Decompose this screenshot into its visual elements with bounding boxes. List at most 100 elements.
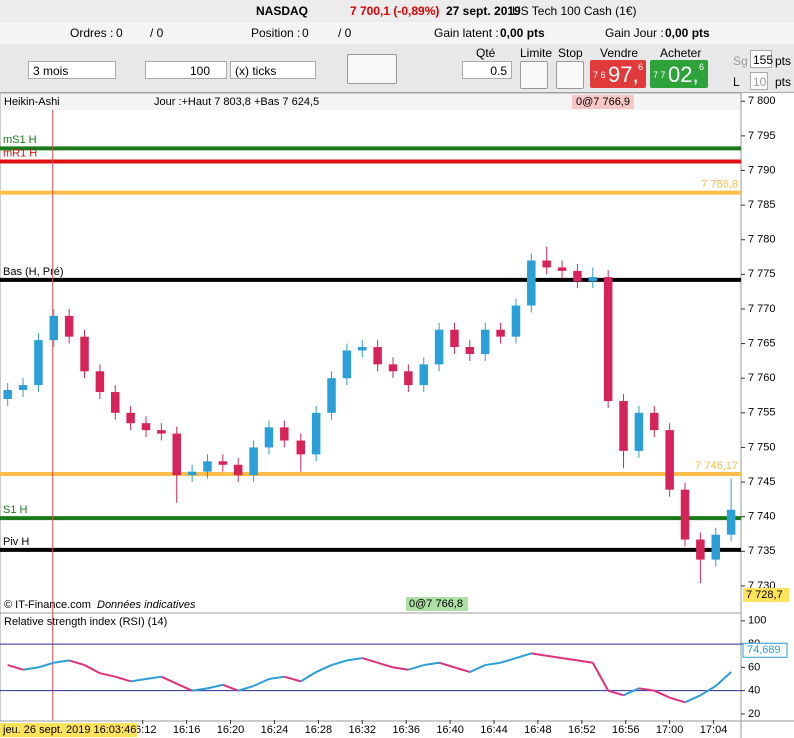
limit-button[interactable] [520,61,548,89]
candle-body [187,471,197,476]
instrument-name: US Tech 100 Cash (1€) [512,4,637,18]
candle-body [634,412,644,451]
x-tick-label: 17:00 [656,724,684,736]
buy-suffix: 6 [699,62,705,72]
candle-body [203,461,212,472]
candle-body [404,371,413,386]
candle-body [95,371,105,393]
candle-body [603,277,613,402]
rsi-segment [423,661,440,667]
source: © IT-Finance.com [4,599,91,611]
rsi-segment [222,683,239,692]
latent-label: Gain latent : [434,26,499,40]
rsi-segment [7,664,24,671]
rsi-segment [515,652,532,660]
sell-button[interactable]: 7 6 97, 6 [590,60,646,88]
unit-select[interactable]: (x) ticks [230,61,316,79]
indicator-button[interactable] [347,54,397,84]
x-tick-label: 16:44 [480,724,508,736]
rsi-segment [684,694,701,704]
sg-input[interactable]: 155 [750,50,774,68]
tag: 0@7 766,8 [409,598,463,610]
stop-button[interactable] [556,61,584,89]
qty-input[interactable]: 0.5 [462,61,512,79]
orders-total: / 0 [150,26,164,40]
stop-label: Stop [558,46,583,60]
day-label: Gain Jour : [605,26,664,40]
candle-body [450,329,459,348]
y-tick-label: 7 760 [748,372,776,384]
x-tick-label: 16:36 [392,724,420,736]
sell-main: 97, [608,62,639,87]
chart-subtitle: Jour :+Haut 7 803,8 +Bas 7 624,5 [154,96,319,108]
level-name: Bas (H, Pré) [3,266,64,278]
level-name: Piv H [3,536,29,548]
candle-body [264,427,274,448]
candle-body [126,412,135,424]
y-tick-label: 7 770 [748,303,776,315]
x-tick-label: 16:24 [261,724,289,736]
plot-frame [0,92,742,614]
candle-body [434,329,444,365]
rsi-segment [607,689,624,697]
level-value: 7 786,8 [701,179,738,191]
candle-body [573,270,582,282]
rsi-segment [191,687,208,692]
chart-title: Heikin-Ashi [4,96,60,108]
rsi-segment [253,678,270,687]
candle-body [111,392,120,413]
candle-body [157,430,166,434]
tag: 0@7 766,9 [576,96,630,108]
l-label: L [733,75,740,89]
candle-body [419,364,428,386]
candle-body [311,412,321,455]
y-tick-label: 7 765 [748,337,776,349]
x-tick-label: 16:56 [612,724,640,736]
l-input[interactable]: 10 [750,72,768,90]
position-total: / 0 [338,26,352,40]
period-select[interactable]: 3 mois [28,61,116,79]
quantity: 100 [189,64,210,78]
candle-body [665,430,674,490]
rsi-segment [699,685,717,697]
rsi-frame [0,612,742,722]
candle-body [619,401,628,451]
rsi-segment [577,659,593,664]
candle-body [650,412,659,431]
sell-label: Vendre [600,46,639,60]
candle-body [373,347,382,365]
orders-label: Ordres : [70,26,114,40]
chart-header [1,94,741,110]
instrument[interactable]: NASDAQ [256,4,309,18]
rsi-segment [176,682,193,692]
rsi-segment [546,654,563,660]
rsi-y-tick-label: 60 [748,661,760,673]
rsi-segment [346,657,363,662]
y-tick-label: 7 745 [748,476,776,488]
x-tick-label: 16:16 [173,724,201,736]
rsi-segment [669,696,686,704]
tag-box [572,95,634,109]
candle-body [557,267,567,271]
sell-suffix: 6 [638,62,644,72]
candle-body [480,329,490,354]
candle-body [280,427,289,441]
buy-button[interactable]: 7 7 02, 6 [650,60,708,88]
quantity-input[interactable]: 100 [145,61,227,79]
level-value: 7 746,17 [695,460,738,472]
change: 7 700,1 (-0,89%) [350,4,440,18]
toolbar: 3 mois 100 (x) ticks Qté 0.5 Limite Stop… [0,44,794,93]
rsi-y-tick-label: 100 [748,615,766,627]
x-tick-label: 16:52 [568,724,596,736]
candle-body [327,378,336,413]
sg: 155 [753,53,774,67]
level-name: S1 H [3,504,28,516]
rsi-segment [361,657,378,664]
crosshair-label: jeu. 26 sept. 2019 16:03:46 [2,724,136,736]
y-tick-label: 7 750 [748,441,776,453]
rsi-segment [99,672,116,678]
y-tick-label: 7 785 [748,199,776,211]
x-tick-label: 16:40 [436,724,464,736]
buy-main: 02, [668,62,699,87]
rsi-current: 74,689 [747,644,781,656]
